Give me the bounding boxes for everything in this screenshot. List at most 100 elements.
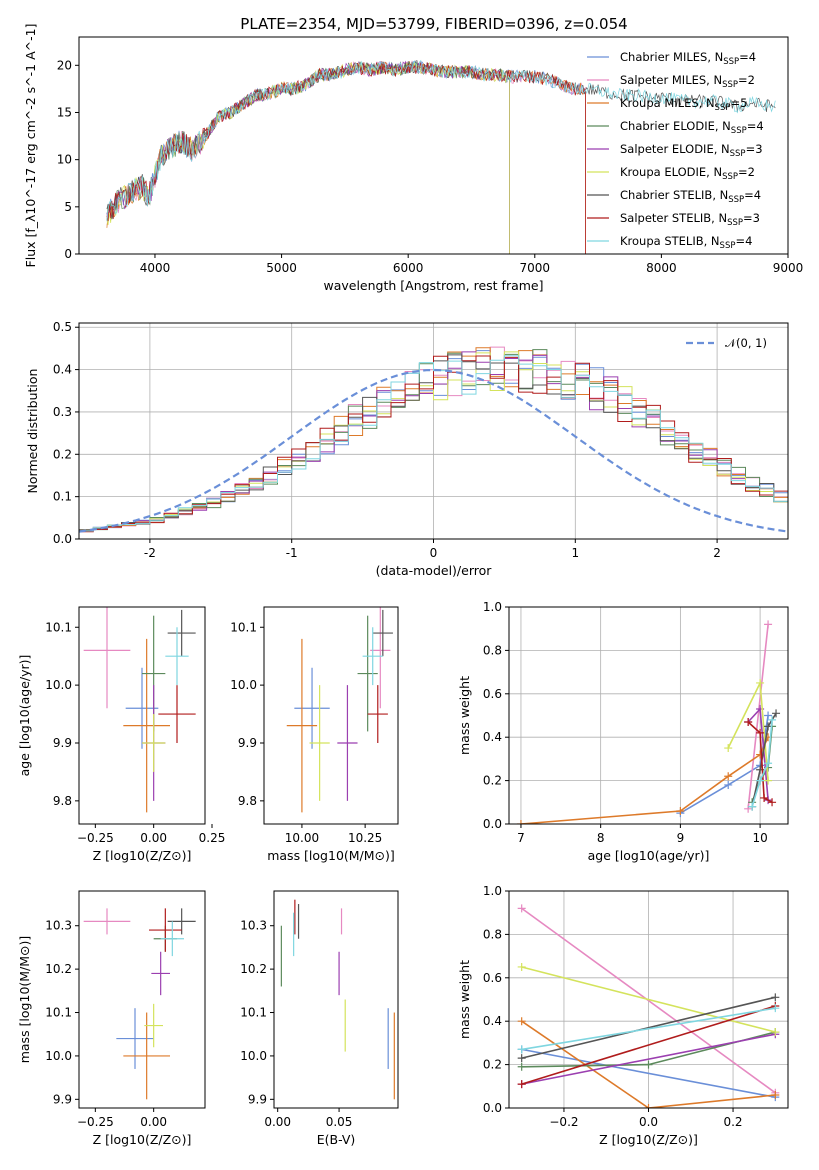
weight-marker — [744, 804, 753, 813]
plot-frame — [273, 890, 399, 1109]
legend-entry: Salpeter MILES, NSSP=2 — [620, 73, 755, 90]
x-tick-label: 0.00 — [140, 831, 167, 845]
mass-vs-Z-point-8 — [149, 908, 182, 952]
legend-entry: Kroupa STELIB, NSSP=4 — [620, 234, 752, 251]
y-tick-label: 0.2 — [483, 1058, 502, 1072]
y-tick-label: 10.2 — [240, 962, 267, 976]
x-tick-label: 7 — [517, 831, 525, 845]
y-tick-label: 10.0 — [45, 678, 72, 692]
legend-text-tail: =4 — [747, 119, 764, 133]
y-tick-label: 10.1 — [240, 1006, 267, 1020]
gaussian-curve — [79, 368, 788, 533]
age-vs-Z-point-1 — [125, 667, 159, 749]
weight-line — [747, 624, 769, 809]
weight-marker — [764, 620, 773, 629]
spectrum-line-4 — [106, 61, 510, 254]
residuals-axes: -2 -1 0 1 2 0.0 0.1 0.2 0.3 0.4 0.5 (data-model)/er… — [25, 320, 788, 578]
mass-vs-Z-point-5 — [151, 951, 170, 996]
gaussian-legend-label: 𝒩(0, 1) — [725, 336, 767, 350]
plot-frame — [78, 890, 206, 1109]
x-tick-label: 4000 — [140, 261, 171, 275]
weight-line — [521, 1020, 776, 1108]
legend-text-main: Salpeter ELODIE, N — [620, 142, 730, 156]
weight-marker — [771, 1090, 780, 1099]
age-vs-mass-point-9 — [362, 627, 383, 686]
spectrum-line-5 — [106, 60, 510, 254]
legend-text-sub: SSP — [723, 57, 739, 67]
y-tick-label: 9.9 — [238, 736, 257, 750]
y-axis-label: mass [log10(M/M⊙)] — [17, 936, 32, 1064]
legend-entry: Chabrier ELODIE, NSSP=4 — [620, 119, 764, 136]
legend-entry: Salpeter STELIB, NSSP=3 — [620, 211, 760, 228]
x-tick-label: 8 — [597, 831, 605, 845]
weight-vs-age-series-3 — [516, 733, 773, 824]
weight-marker — [756, 776, 765, 785]
weight-marker — [517, 1080, 526, 1089]
spectrum-line-8 — [106, 61, 586, 254]
legend-text-main: Kroupa MILES, N — [620, 96, 715, 110]
y-tick-label: 9.8 — [53, 794, 72, 808]
y-tick-label: 0.0 — [483, 817, 502, 831]
legend-text-sub: SSP — [722, 172, 738, 182]
x-axis-label: mass [log10(M/M⊙)] — [267, 848, 395, 863]
weight-marker — [764, 711, 773, 720]
spectrum-line-7 — [106, 60, 776, 220]
x-tick-label: 0.2 — [723, 1115, 742, 1129]
legend-entry: Kroupa MILES, NSSP=5 — [620, 96, 747, 113]
weight-marker — [517, 1045, 526, 1054]
weight-marker — [724, 744, 733, 753]
legend-text-sub: SSP — [720, 241, 736, 251]
weight-line — [751, 719, 773, 807]
weight-vs-age-series-8 — [744, 718, 777, 807]
x-tick-label: 5000 — [266, 261, 297, 275]
plot-frame — [508, 890, 789, 1109]
y-tick-label: 10.0 — [45, 1049, 72, 1063]
y-tick-label: 0.8 — [483, 927, 502, 941]
x-tick-label: −0.2 — [549, 1115, 578, 1129]
y-tick-label: 10.1 — [230, 620, 257, 634]
weight-marker — [517, 1062, 526, 1071]
weight-marker — [768, 798, 777, 807]
weight-line — [521, 1007, 776, 1051]
weight-marker — [676, 806, 685, 815]
x-axis-label: Z [log10(Z/Z⊙)] — [93, 848, 192, 863]
mass-vs-Z-point-1 — [116, 1008, 154, 1069]
age-vs-Z-point-8 — [158, 685, 196, 743]
y-tick-label: 10.2 — [45, 962, 72, 976]
age-vs-Z-point-6 — [142, 714, 166, 772]
y-tick-label: 9.8 — [238, 794, 257, 808]
age-vs-mass-point-5 — [337, 685, 358, 801]
x-tick-label: −0.25 — [77, 831, 114, 845]
legend-text-main: Kroupa ELODIE, N — [620, 165, 722, 179]
y-tick-label: 10.1 — [45, 1006, 72, 1020]
legend-text-sub: SSP — [731, 126, 747, 136]
spectrum-axes: 4000 5000 6000 7000 8000 9000 0 5 10 15 20 waveleng… — [23, 24, 803, 293]
x-axis-label: age [log10(age/yr)] — [588, 848, 710, 863]
y-tick-label: 0.3 — [53, 405, 72, 419]
y-tick-label: 0.8 — [483, 643, 502, 657]
x-tick-label: -2 — [144, 546, 156, 560]
x-axis-label: Z [log10(Z/Z⊙)] — [93, 1132, 192, 1147]
weight-marker — [764, 759, 773, 768]
x-axis-label: wavelength [Angstrom, rest frame] — [323, 278, 543, 293]
age-vs-mass-point-6 — [309, 685, 330, 801]
age-vs-Z-axes: −0.25 0.00 0.25 9.8 9.9 10.0 10.1 Z [log10(Z/Z⊙… — [17, 620, 225, 863]
spectrum-line-2 — [106, 60, 586, 254]
y-tick-label: 9.9 — [248, 1092, 267, 1106]
x-tick-label: 0.00 — [140, 1115, 167, 1129]
x-tick-label: 0.25 — [199, 831, 226, 845]
y-axis-label: age [log10(age/yr)] — [17, 655, 32, 777]
x-tick-label: 2 — [713, 546, 721, 560]
legend-text-sub: SSP — [730, 149, 746, 159]
x-tick-label: 0 — [430, 546, 438, 560]
weight-line — [521, 1033, 776, 1085]
weight-vs-Z-series-6 — [517, 962, 780, 1037]
weight-marker — [724, 780, 733, 789]
legend-entry: Chabrier STELIB, NSSP=4 — [620, 188, 761, 205]
y-tick-label: 0.6 — [483, 971, 502, 985]
weight-marker — [756, 678, 765, 687]
y-tick-label: 10.0 — [230, 678, 257, 692]
age-vs-mass-point-1 — [294, 667, 330, 749]
age-vs-Z-point-7 — [167, 609, 196, 657]
age-vs-mass-point-3 — [286, 638, 318, 813]
